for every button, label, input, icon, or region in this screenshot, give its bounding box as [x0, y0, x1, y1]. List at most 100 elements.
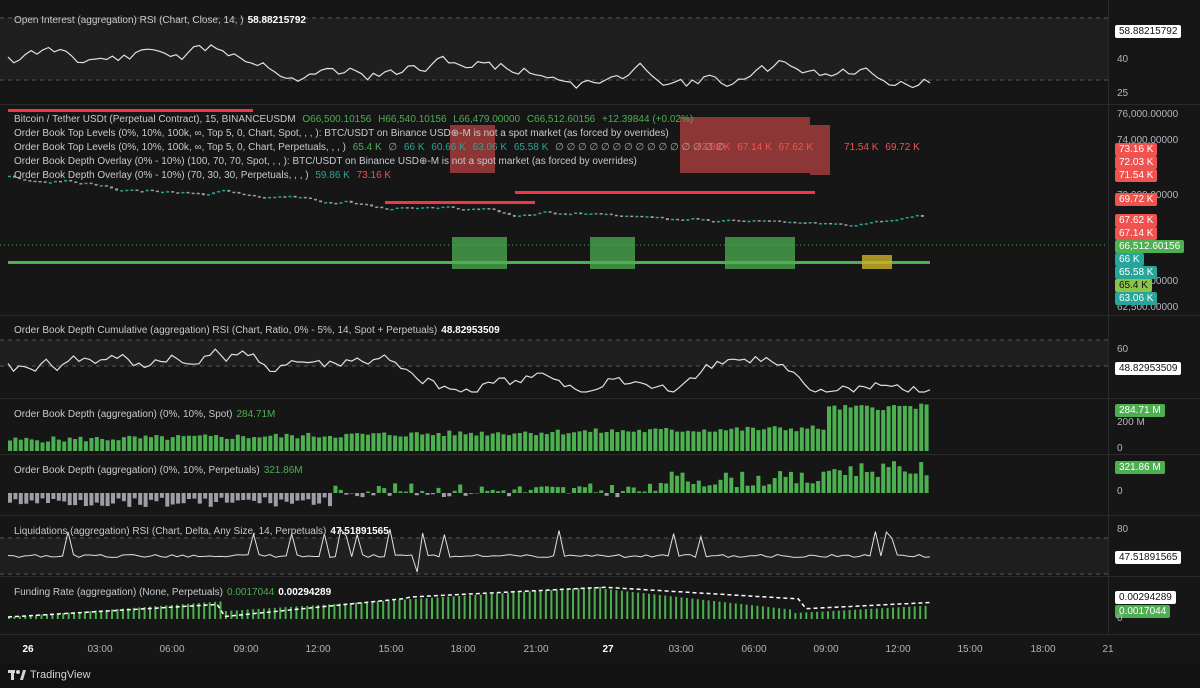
candle — [523, 214, 527, 217]
depth-bar — [398, 436, 403, 451]
depth-bar — [620, 430, 625, 451]
ob-depth-perp-legend[interactable]: Order Book Depth Overlay (0% - 10%) (70,… — [14, 170, 391, 181]
candle — [645, 216, 649, 218]
depth-bar — [626, 486, 631, 493]
depth-bar — [121, 437, 126, 451]
depth-bar — [496, 491, 501, 493]
price-scale[interactable]: 76,000.00000 74,000.00000 70,000.00000 6… — [1108, 105, 1200, 316]
depth-bar — [881, 463, 886, 493]
candle — [79, 183, 83, 185]
time-axis[interactable]: 26 03:00 06:00 09:00 12:00 15:00 18:00 21:00 27 0… — [0, 634, 1113, 664]
depth-bar — [13, 437, 18, 451]
depth-bar — [789, 471, 793, 493]
depth-bar — [328, 436, 332, 451]
funding-bar — [149, 606, 151, 619]
candle — [405, 207, 409, 209]
funding-legend[interactable]: Funding Rate (aggregation) (None, Perpet… — [14, 587, 331, 598]
candle — [38, 180, 42, 183]
funding-bar — [669, 596, 672, 619]
depth-bar — [821, 429, 826, 451]
depth-bar — [409, 432, 414, 451]
ob-top-perp-title: Order Book Top Levels (0%, 10%, 100k, ∞,… — [14, 142, 346, 153]
funding-bar — [718, 601, 721, 619]
depth-bar — [734, 487, 739, 493]
candle — [558, 213, 562, 215]
candle — [456, 207, 460, 210]
obd-spot-pane[interactable]: Order Book Depth (aggregation) (0%, 10%,… — [0, 399, 1108, 455]
obd-rsi-scale[interactable]: 60 48.82953509 — [1108, 316, 1200, 399]
depth-bar — [729, 477, 734, 493]
candle — [824, 222, 827, 225]
price-pane[interactable]: Bitcoin / Tether USDt (Perpetual Contrac… — [0, 105, 1108, 316]
candle — [354, 202, 358, 205]
liq-rsi-scale[interactable]: 80 47.51891565 — [1108, 516, 1200, 577]
candle — [166, 191, 170, 193]
depth-bar — [919, 403, 924, 451]
depth-bar — [230, 493, 235, 503]
ob-top-perp-legend[interactable]: Order Book Top Levels (0%, 10%, 100k, ∞,… — [14, 142, 725, 153]
funding-bar — [306, 605, 309, 620]
funding-bar — [414, 598, 417, 620]
liq-rsi-line — [7, 528, 931, 573]
funding-rate-line — [7, 586, 931, 618]
oi-rsi-scale[interactable]: 58.88215792 40 25 — [1108, 0, 1200, 105]
depth-bar — [821, 471, 826, 493]
depth-bar — [870, 407, 875, 451]
candle — [130, 189, 134, 192]
funding-bar — [680, 597, 683, 619]
price-legend[interactable]: Bitcoin / Tether USDt (Perpetual Contrac… — [14, 114, 693, 125]
funding-bar — [566, 589, 569, 619]
funding-bar — [919, 606, 922, 619]
depth-bar — [761, 429, 766, 451]
candle — [232, 191, 236, 194]
candle — [609, 213, 613, 216]
ob-top-spot-legend[interactable]: Order Book Top Levels (0%, 10%, 100k, ∞,… — [14, 128, 669, 139]
depth-bar — [89, 493, 94, 506]
candle — [400, 207, 404, 209]
candle — [757, 220, 761, 222]
liq-rsi-badge: 47.51891565 — [1115, 551, 1182, 564]
obd-perp-pane[interactable]: Order Book Depth (aggregation) (0%, 10%,… — [0, 455, 1108, 516]
depth-bar — [610, 485, 614, 493]
depth-bar — [723, 430, 728, 451]
depth-bar — [257, 437, 262, 451]
liq-rsi-legend[interactable]: Liquidations (aggregation) RSI (Chart, D… — [14, 526, 389, 537]
obd-rsi-pane[interactable]: Order Book Depth Cumulative (aggregation… — [0, 316, 1108, 399]
candle — [140, 191, 144, 193]
depth-bar — [490, 433, 495, 451]
funding-bar — [257, 608, 260, 619]
obd-perp-legend[interactable]: Order Book Depth (aggregation) (0%, 10%,… — [14, 465, 303, 476]
depth-bar — [300, 493, 305, 501]
depth-bar — [648, 429, 652, 451]
obd-spot-badge: 284.71 M — [1115, 404, 1165, 417]
oi-rsi-pane[interactable]: Open Interest (aggregation) RSI (Chart, … — [0, 0, 1108, 105]
funding-bar — [431, 597, 433, 619]
funding-bar — [224, 611, 227, 619]
ob-depth-spot-legend[interactable]: Order Book Depth Overlay (0% - 10%) (100… — [14, 156, 637, 167]
candle — [329, 202, 333, 204]
obd-rsi-legend[interactable]: Order Book Depth Cumulative (aggregation… — [14, 325, 500, 336]
depth-bar — [789, 428, 793, 451]
funding-bar — [317, 605, 320, 619]
obd-spot-scale[interactable]: 284.71 M 200 M 0 — [1108, 399, 1200, 455]
funding-scale[interactable]: 0.00294289 0.0017044 0 — [1108, 577, 1200, 635]
depth-bar — [615, 432, 620, 451]
obd-perp-scale[interactable]: 321.86 M 0 — [1108, 455, 1200, 516]
obd-spot-legend[interactable]: Order Book Depth (aggregation) (0%, 10%,… — [14, 409, 275, 420]
price-tick: 74,000.00000 — [1117, 135, 1179, 146]
depth-bar — [349, 493, 354, 494]
candle — [64, 179, 68, 182]
tradingview-logo[interactable]: TradingView — [8, 669, 91, 681]
funding-bar — [507, 592, 509, 619]
candle — [518, 215, 521, 217]
funding-bar — [648, 593, 650, 619]
funding-pane[interactable]: Funding Rate (aggregation) (None, Perpet… — [0, 577, 1108, 635]
funding-bar — [46, 614, 48, 619]
depth-bar — [843, 405, 848, 451]
liq-rsi-pane[interactable]: Liquidations (aggregation) RSI (Chart, D… — [0, 516, 1108, 577]
oi-rsi-legend[interactable]: Open Interest (aggregation) RSI (Chart, … — [14, 15, 306, 26]
band-fill — [0, 340, 1108, 366]
depth-bar — [469, 432, 473, 451]
depth-bar — [279, 493, 284, 500]
candle — [543, 211, 547, 213]
